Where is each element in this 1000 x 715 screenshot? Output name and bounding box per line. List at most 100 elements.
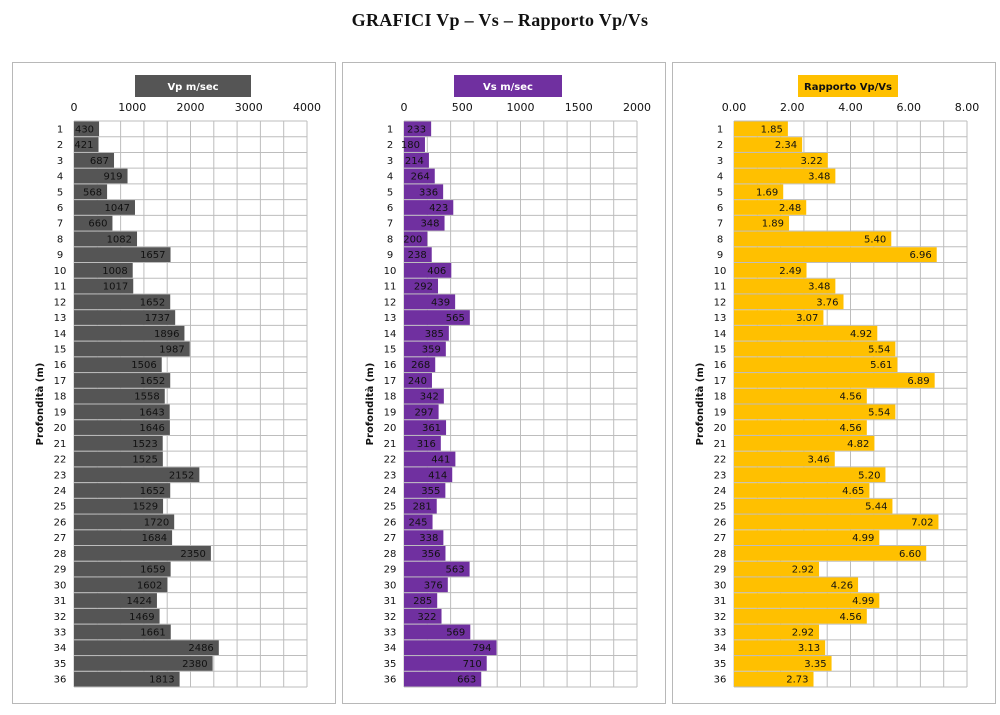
data-label: 563 [445, 565, 464, 576]
category-label: 17 [714, 376, 727, 387]
category-label: 5 [57, 187, 63, 198]
category-label: 11 [54, 282, 67, 293]
bar [74, 624, 171, 640]
y-axis-label: Profondità (m) [694, 363, 706, 446]
bar [74, 168, 128, 184]
category-label: 6 [387, 203, 393, 214]
category-label: 32 [384, 612, 397, 623]
bar [734, 608, 867, 624]
chart-panel-vs: 233 180 214 264 336 423 348 200 238 406 292 439 565 3… [342, 62, 666, 704]
category-label: 15 [54, 344, 67, 355]
data-label: 5.40 [864, 234, 886, 245]
category-label: 13 [54, 313, 67, 324]
chart-title: Vp m/sec [135, 75, 251, 97]
bar [74, 467, 200, 483]
data-label: 3.48 [808, 172, 830, 183]
data-label: 3.07 [796, 313, 818, 324]
category-label: 9 [387, 250, 393, 261]
bar [734, 200, 807, 215]
bar [734, 561, 820, 577]
data-label: 3.46 [808, 455, 830, 466]
data-label: 245 [408, 517, 427, 528]
data-label: 1987 [159, 344, 184, 355]
bar [404, 215, 445, 231]
category-label: 12 [714, 297, 727, 308]
data-labels: 2331802142643364233482002384062924395653… [401, 124, 492, 685]
bar [734, 215, 790, 231]
bar [734, 546, 927, 561]
data-label: 4.26 [831, 580, 853, 591]
chart-vs: 2331802142643364233482002384062924395653… [364, 75, 652, 688]
data-label: 1.69 [756, 187, 778, 198]
category-label: 20 [714, 423, 727, 434]
bar [734, 498, 893, 514]
category-label: 27 [714, 533, 727, 544]
category-label: 33 [384, 627, 397, 638]
x-tick-labels: 0 500 1000 1500 2000 [401, 101, 652, 114]
category-label: 7 [387, 219, 393, 230]
bar [404, 608, 442, 624]
category-label: 31 [714, 596, 727, 607]
bar [74, 498, 164, 514]
data-label: 3.76 [816, 297, 838, 308]
bar [404, 530, 444, 545]
data-label: 1661 [140, 627, 165, 638]
category-label: 8 [387, 234, 393, 245]
bar [404, 200, 454, 215]
x-tick-label: 2000 [623, 101, 651, 114]
bar [404, 577, 448, 593]
bar [74, 514, 175, 530]
bar [74, 121, 100, 137]
chart-panel-vp: 430 421 687 919 568 1047 660 1082 1657 1008 1017 16… [12, 62, 336, 704]
category-label: 28 [714, 549, 727, 560]
data-label: 322 [417, 612, 436, 623]
bar [74, 231, 138, 247]
category-label: 3 [717, 156, 723, 167]
category-label: 8 [57, 234, 63, 245]
category-label: 2 [57, 140, 63, 151]
category-label: 12 [54, 297, 67, 308]
category-label: 4 [387, 172, 393, 183]
data-label: 1652 [140, 376, 165, 387]
category-label: 20 [384, 423, 397, 434]
category-label: 35 [714, 659, 727, 670]
bar [734, 514, 939, 530]
data-label: 565 [446, 313, 465, 324]
data-label: 348 [420, 219, 439, 230]
category-label: 4 [57, 172, 63, 183]
category-label: 21 [54, 439, 67, 450]
category-label: 12 [384, 297, 397, 308]
data-label: 4.56 [840, 612, 862, 623]
data-label: 342 [420, 392, 439, 403]
category-label: 11 [384, 282, 397, 293]
bar [734, 168, 836, 184]
bar [74, 184, 108, 200]
x-tick-label: 2.00 [780, 101, 805, 114]
bar [404, 137, 425, 152]
bar [404, 467, 453, 483]
category-label: 15 [714, 344, 727, 355]
category-label: 18 [54, 392, 67, 403]
bar [734, 278, 836, 294]
bar [734, 577, 859, 593]
data-label: 233 [407, 124, 426, 135]
data-label: 200 [403, 234, 422, 245]
bar [734, 435, 875, 451]
bar [734, 451, 835, 467]
data-label: 1.85 [761, 124, 783, 135]
category-label: 23 [54, 470, 67, 481]
data-label: 5.61 [870, 360, 892, 371]
bar [404, 325, 449, 341]
data-label: 297 [415, 407, 434, 418]
data-label: 1017 [103, 282, 128, 293]
data-label: 687 [90, 156, 109, 167]
data-label: 1602 [137, 580, 162, 591]
bar [404, 231, 428, 247]
data-label: 285 [413, 596, 432, 607]
x-tick-label: 2000 [177, 101, 205, 114]
data-label: 1506 [131, 360, 156, 371]
data-label: 5.20 [858, 470, 880, 481]
category-label: 18 [714, 392, 727, 403]
category-label: 28 [54, 549, 67, 560]
gridlines [733, 120, 968, 688]
